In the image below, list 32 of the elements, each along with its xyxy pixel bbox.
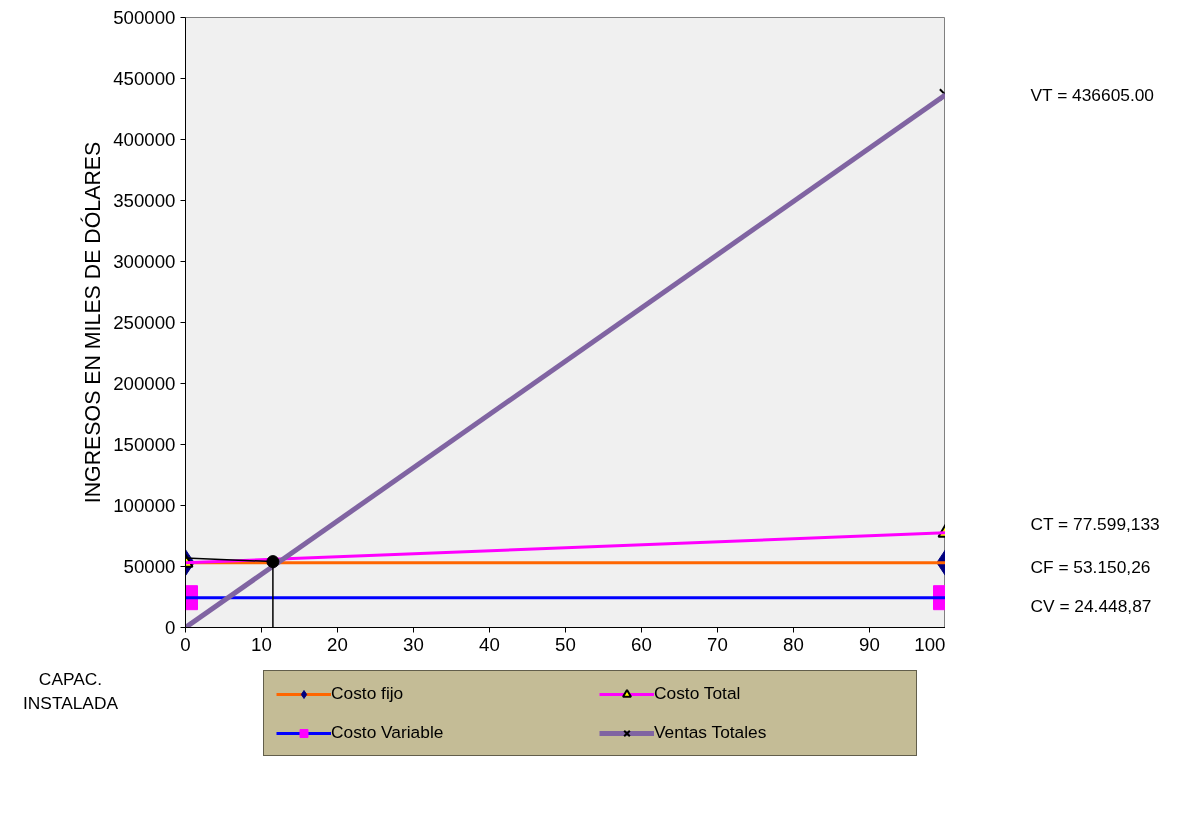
x-tick-label: 70 — [707, 633, 728, 655]
y-tick-label: 200000 — [113, 373, 176, 394]
text: CV = 24.448,87 — [1030, 596, 1152, 617]
y-tick-label: 250000 — [113, 312, 176, 333]
text: CF = 53.150,26 — [1030, 556, 1151, 577]
y-tick-label: 450000 — [113, 68, 176, 89]
x-tick-label: 90 — [859, 633, 880, 655]
x-tick-label: 80 — [783, 633, 804, 655]
y-tick-label: 350000 — [113, 190, 176, 211]
y-tick-label: 500000 — [113, 7, 176, 28]
legend-label: Costo Variable — [331, 722, 445, 743]
y-tick-label: 100000 — [113, 495, 176, 516]
x-tick-label: 10 — [251, 633, 272, 655]
x-tick-label: 100 — [914, 633, 946, 655]
y-tick-label: 150000 — [113, 434, 176, 455]
y-tick-label: 50000 — [123, 556, 176, 577]
text: VT = 436605.00 — [1030, 84, 1154, 105]
x-tick-label: 60 — [631, 633, 652, 655]
y-tick-label: 300000 — [113, 251, 176, 272]
x-tick-label: 50 — [555, 633, 576, 655]
x-axis-title: CAPAC. INSTALADA — [23, 668, 119, 713]
legend-label: Ventas Totales — [654, 722, 768, 743]
y-tick-label: 0 — [165, 617, 176, 638]
y-axis-title: INGRESOS EN MILES DE DÓLARES — [80, 141, 106, 504]
text: CT = 77.599,133 — [1030, 513, 1160, 534]
legend-label: Costo fijo — [331, 683, 405, 704]
legend-label: Costo Total — [654, 683, 742, 704]
x-tick-label: 20 — [327, 633, 348, 655]
y-tick-label: 400000 — [113, 129, 176, 150]
x-tick-label: 30 — [403, 633, 424, 655]
x-tick-label: 0 — [180, 633, 191, 655]
x-tick-label: 40 — [479, 633, 500, 655]
